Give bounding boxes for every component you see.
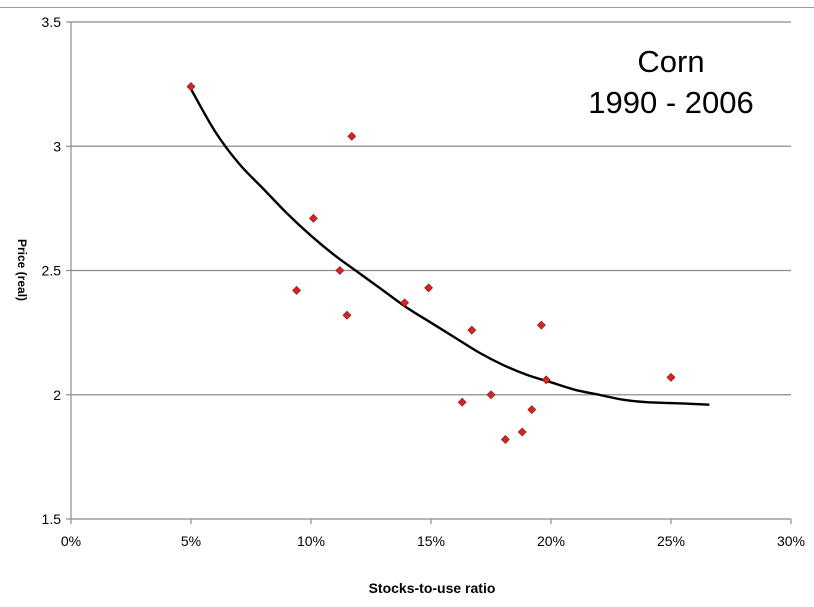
data-point-0: [186, 82, 196, 92]
data-point-2: [347, 131, 357, 141]
data-point-11: [500, 435, 510, 444]
y-tick-label-3: 3: [53, 138, 61, 154]
y-tick-label-2: 2.5: [42, 263, 62, 279]
data-point-5: [342, 310, 352, 320]
data-point-7: [424, 283, 434, 293]
y-tick-label-0: 1.5: [42, 511, 62, 527]
x-tick-labels: 0% 5% 10% 15% 20% 25% 30%: [61, 533, 805, 549]
data-point-10: [486, 390, 496, 400]
y-axis-label: Price (real): [15, 239, 29, 301]
axes: [66, 21, 792, 524]
y-tick-labels: 1.5 2 2.5 3 3.5: [42, 14, 62, 527]
x-axis-label: Stocks-to-use ratio: [369, 580, 496, 596]
trendline: [189, 88, 710, 406]
chart-annotation-line-1: Corn: [637, 44, 704, 79]
y-tick-label-1: 2: [53, 387, 61, 403]
data-point-15: [541, 375, 551, 385]
data-point-8: [457, 397, 467, 407]
x-tick-label-5: 25%: [657, 533, 685, 549]
data-point-1: [308, 213, 318, 223]
x-tick-label-3: 15%: [417, 533, 445, 549]
data-point-12: [517, 427, 527, 437]
y-tick-label-4: 3.5: [42, 14, 62, 30]
x-tick-label-0: 0%: [61, 533, 81, 549]
x-tick-label-4: 20%: [537, 533, 565, 549]
x-tick-label-6: 30%: [777, 533, 805, 549]
data-point-4: [335, 266, 345, 275]
data-points: [186, 82, 676, 444]
x-tick-label-1: 5%: [181, 533, 201, 549]
x-tick-label-2: 10%: [297, 533, 325, 549]
data-point-14: [536, 320, 546, 330]
data-point-9: [467, 325, 477, 335]
data-point-13: [527, 405, 537, 415]
gridlines: [71, 21, 791, 396]
chart-annotation-line-2: 1990 - 2006: [588, 85, 753, 120]
data-point-3: [292, 285, 302, 295]
data-point-6: [400, 298, 410, 308]
data-point-16: [666, 372, 676, 382]
top-border-line: [0, 7, 814, 8]
